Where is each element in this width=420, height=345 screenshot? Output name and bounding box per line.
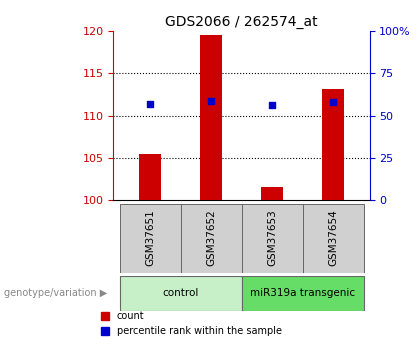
Text: GSM37651: GSM37651	[145, 210, 155, 266]
Bar	[139, 154, 161, 200]
Bar	[120, 276, 242, 310]
Bar	[322, 89, 344, 200]
Text: control: control	[162, 288, 199, 298]
Text: GSM37654: GSM37654	[328, 210, 338, 266]
Point	[147, 101, 153, 107]
Title: GDS2066 / 262574_at: GDS2066 / 262574_at	[165, 14, 318, 29]
Bar	[302, 204, 363, 273]
Point	[269, 103, 276, 108]
Bar	[200, 35, 222, 200]
Legend: count, percentile rank within the sample: count, percentile rank within the sample	[97, 307, 286, 340]
Text: genotype/variation ▶: genotype/variation ▶	[4, 288, 108, 298]
Bar	[261, 187, 283, 200]
Text: miR319a transgenic: miR319a transgenic	[250, 288, 355, 298]
Bar	[241, 204, 302, 273]
Bar	[120, 204, 181, 273]
Text: GSM37652: GSM37652	[206, 210, 216, 266]
Bar	[181, 204, 241, 273]
Text: GSM37653: GSM37653	[267, 210, 277, 266]
Bar	[241, 276, 363, 310]
Point	[330, 99, 336, 105]
Point	[207, 98, 214, 104]
